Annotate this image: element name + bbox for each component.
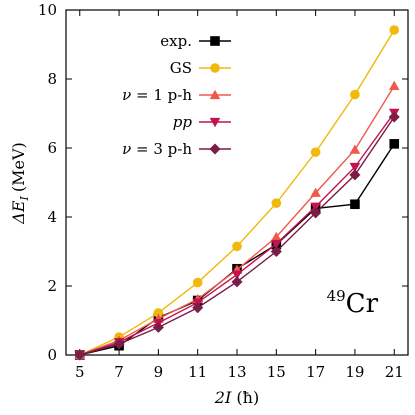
legend-label-1-p-h: ν = 1 p-h bbox=[122, 86, 192, 104]
data-point-gs bbox=[350, 89, 360, 100]
data-point-gs bbox=[153, 308, 164, 318]
legend-marker-exp bbox=[210, 36, 220, 46]
data-point-gs bbox=[271, 198, 282, 208]
data-point-1-p-h bbox=[271, 231, 282, 242]
y-tick-label: 10 bbox=[38, 1, 57, 19]
data-point-pp bbox=[310, 202, 321, 212]
legend-marker-gs bbox=[210, 63, 220, 73]
legend-label-gs: GS bbox=[170, 59, 192, 77]
legend-label-3-p-h: ν = 3 p-h bbox=[122, 140, 192, 158]
y-axis-title: ΔEI(MeV) bbox=[9, 142, 31, 224]
data-point-pp bbox=[231, 270, 243, 280]
data-point-exp bbox=[350, 199, 360, 210]
data-point-gs bbox=[192, 277, 203, 288]
data-point-1-p-h bbox=[388, 80, 400, 90]
data-point-3-p-h bbox=[231, 276, 243, 288]
axis-ticks: 5 7 9 11 13 15 17 19 21 0 2 4 6 8 10 bbox=[38, 1, 408, 381]
x-tick-label: 15 bbox=[267, 363, 286, 381]
data-point-3-p-h bbox=[152, 321, 164, 333]
y-tick-label: 2 bbox=[47, 277, 57, 295]
data-point-exp bbox=[389, 139, 400, 149]
data-point-1-p-h bbox=[310, 187, 321, 197]
data-point-gs bbox=[232, 241, 242, 252]
data-point-3-p-h bbox=[270, 245, 282, 258]
y-tick-label: 6 bbox=[47, 139, 57, 157]
legend-marker-1-p-h bbox=[209, 89, 221, 100]
data-point-3-p-h bbox=[349, 169, 361, 181]
series-layer bbox=[74, 25, 400, 361]
x-axis-title: 2I (ħ) bbox=[214, 388, 259, 407]
x-tick-label: 19 bbox=[345, 363, 364, 381]
x-tick-label: 13 bbox=[227, 363, 246, 381]
data-point-1-p-h bbox=[349, 144, 361, 154]
x-tick-label: 11 bbox=[188, 363, 207, 381]
data-point-gs bbox=[310, 147, 321, 157]
legend-label-pp: pp bbox=[173, 113, 193, 131]
y-tick-label: 0 bbox=[47, 346, 57, 364]
data-point-pp bbox=[271, 239, 282, 250]
x-tick-label: 21 bbox=[385, 363, 404, 381]
data-point-3-p-h bbox=[192, 302, 204, 314]
y-tick-label: 4 bbox=[47, 208, 57, 226]
data-point-3-p-h bbox=[74, 349, 86, 361]
x-tick-label: 5 bbox=[75, 363, 85, 381]
data-point-gs bbox=[389, 25, 400, 35]
data-point-3-p-h bbox=[388, 111, 400, 123]
data-point-3-p-h bbox=[310, 207, 322, 219]
legend-marker-pp bbox=[209, 117, 221, 128]
data-point-pp bbox=[349, 162, 361, 173]
legend-label-exp: exp. bbox=[160, 32, 192, 50]
legend-marker-3-p-h bbox=[209, 143, 221, 155]
nucleus-annotation: 49Cr bbox=[327, 287, 379, 319]
x-tick-label: 7 bbox=[114, 363, 124, 381]
x-tick-label: 9 bbox=[154, 363, 164, 381]
y-tick-label: 8 bbox=[47, 70, 57, 88]
legend: exp. GS ν = 1 p-h pp ν = 3 p-h bbox=[122, 32, 231, 158]
data-point-3-p-h bbox=[113, 338, 125, 350]
x-tick-label: 17 bbox=[306, 363, 325, 381]
